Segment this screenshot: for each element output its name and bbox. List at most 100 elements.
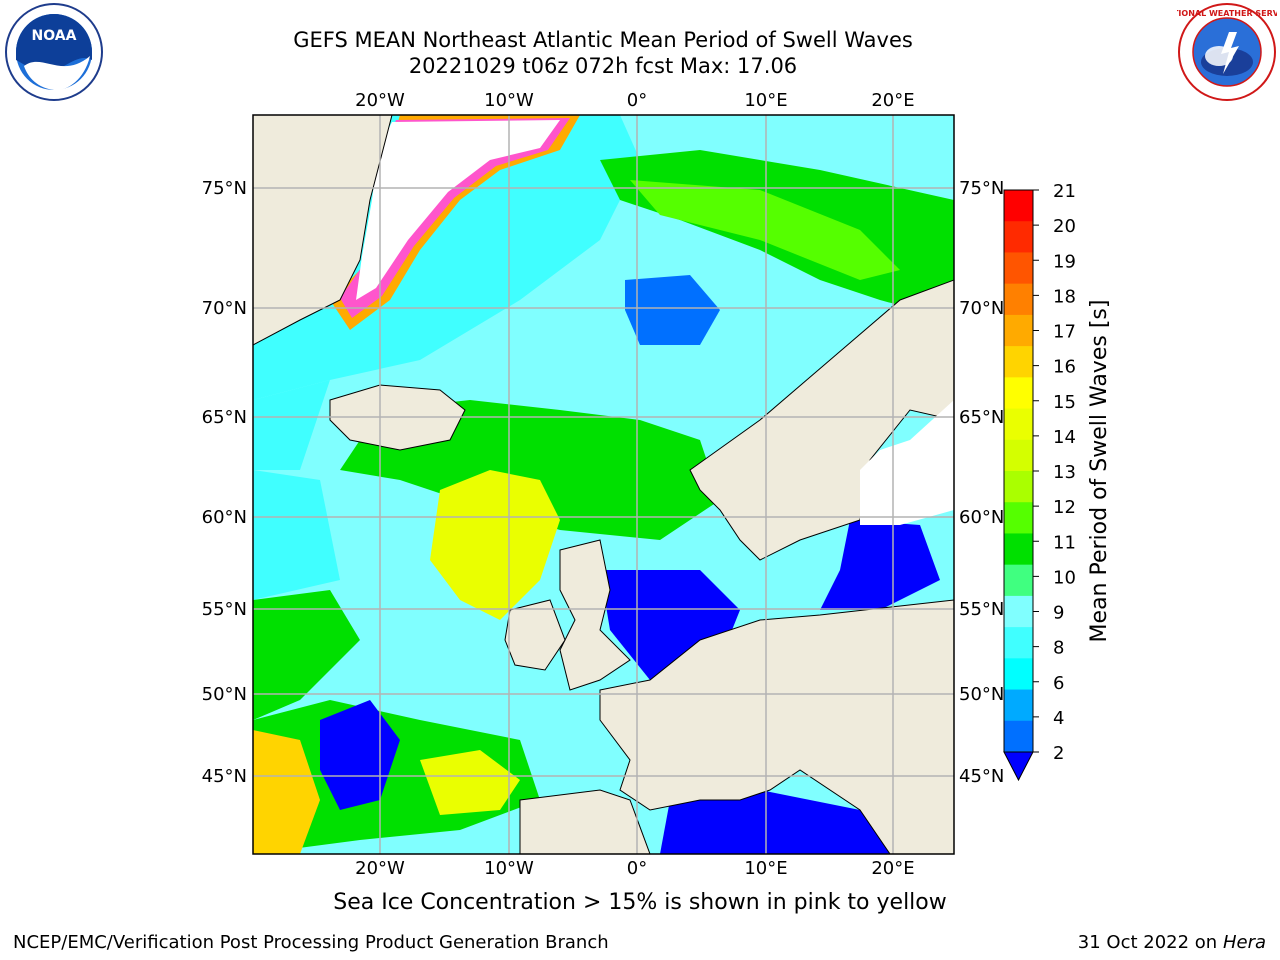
colorbar-tick-label: 4 bbox=[1053, 708, 1064, 729]
colorbar-tick-label: 19 bbox=[1053, 251, 1076, 272]
swell-cyan-west bbox=[253, 380, 330, 470]
colorbar-tick-label: 18 bbox=[1053, 286, 1076, 307]
sea-ice-caption: Sea Ice Concentration > 15% is shown in … bbox=[333, 890, 947, 915]
colorbar-segment bbox=[1004, 221, 1033, 253]
colorbar-segment bbox=[1004, 627, 1033, 659]
lat-label: 70°N bbox=[202, 298, 247, 319]
nws-logo-text: NATIONAL WEATHER SERVICE bbox=[1177, 9, 1277, 18]
lon-label: 20°W bbox=[355, 90, 405, 111]
footer-credit: NCEP/EMC/Verification Post Processing Pr… bbox=[13, 932, 609, 953]
colorbar-segment bbox=[1004, 283, 1033, 316]
lon-label: 0° bbox=[627, 858, 647, 879]
map-frame bbox=[252, 114, 955, 855]
graticule bbox=[253, 115, 954, 854]
nws-logo-icon: NATIONAL WEATHER SERVICE bbox=[1161, 3, 1280, 101]
lon-label: 20°W bbox=[355, 858, 405, 879]
colorbar-tick-label: 10 bbox=[1053, 567, 1076, 588]
sea-ice-interior bbox=[356, 120, 560, 300]
chart-subtitle: 20221029 t06z 072h fcst Max: 17.06 bbox=[408, 54, 798, 78]
lat-label: 45°N bbox=[959, 766, 1004, 787]
lat-label: 70°N bbox=[959, 298, 1004, 319]
lon-label: 0° bbox=[627, 90, 647, 111]
lon-label: 20°E bbox=[871, 858, 914, 879]
nws-logo: NATIONAL WEATHER SERVICE bbox=[1161, 2, 1280, 102]
lon-label: 10°E bbox=[744, 90, 787, 111]
colorbar-tick-label: 12 bbox=[1053, 497, 1076, 518]
land-greenland bbox=[253, 115, 393, 346]
lon-labels-bottom: 20°W 10°W 0° 10°E 20°E bbox=[355, 858, 914, 879]
lat-label: 45°N bbox=[202, 766, 247, 787]
colorbar-segment bbox=[1004, 190, 1033, 222]
noaa-logo-icon: NOAA bbox=[5, 3, 103, 101]
lon-label: 10°E bbox=[744, 858, 787, 879]
colorbar-tick-label: 21 bbox=[1053, 181, 1076, 202]
colorbar-segment bbox=[1004, 658, 1033, 691]
colorbar-segment bbox=[1004, 502, 1033, 534]
colorbar-tick-label: 15 bbox=[1053, 392, 1076, 413]
lat-label: 65°N bbox=[202, 407, 247, 428]
footer-date: 31 Oct 2022 on Hera bbox=[1078, 932, 1266, 953]
lon-label: 20°E bbox=[871, 90, 914, 111]
colorbar-segment bbox=[1004, 346, 1033, 378]
lat-label: 50°N bbox=[202, 684, 247, 705]
lat-label: 75°N bbox=[959, 178, 1004, 199]
footer-host: Hera bbox=[1222, 932, 1266, 953]
colorbar-tick-label: 2 bbox=[1053, 743, 1064, 764]
swell-green-bay bbox=[253, 590, 360, 720]
chart-title: GEFS MEAN Northeast Atlantic Mean Period… bbox=[293, 28, 913, 52]
land-continental-europe bbox=[599, 599, 954, 854]
lat-label: 60°N bbox=[959, 507, 1004, 528]
land-bothnia-ice bbox=[860, 400, 954, 525]
noaa-logo-text: NOAA bbox=[32, 28, 77, 44]
colorbar-tick-label: 14 bbox=[1053, 427, 1076, 448]
land-ireland bbox=[504, 599, 566, 671]
colorbar-segment bbox=[1004, 689, 1033, 722]
map-figure: 20°W 10°W 0° 10°E 20°E 20°W 10°W 0° 10°E… bbox=[202, 90, 1112, 879]
swell-cyan-southwest bbox=[253, 470, 340, 600]
colorbar-segment bbox=[1004, 595, 1033, 628]
colorbar-segment bbox=[1004, 533, 1033, 566]
colorbar-segment bbox=[1004, 377, 1033, 410]
colorbar-segment bbox=[1004, 314, 1033, 347]
lon-label: 10°W bbox=[484, 90, 534, 111]
lon-label: 10°W bbox=[484, 858, 534, 879]
lat-label: 65°N bbox=[959, 407, 1004, 428]
lat-label: 75°N bbox=[202, 178, 247, 199]
swell-blue-baltic bbox=[820, 520, 940, 610]
swell-yellow-southwest bbox=[253, 730, 320, 854]
colorbar-tick-label: 17 bbox=[1053, 322, 1076, 343]
map-area bbox=[253, 115, 954, 854]
land-great-britain bbox=[559, 539, 631, 691]
colorbar-tick-label: 11 bbox=[1053, 532, 1076, 553]
swell-lightgreen-barents bbox=[630, 180, 900, 280]
swell-yellow-iberia bbox=[420, 750, 520, 815]
colorbar-tick-label: 16 bbox=[1053, 357, 1076, 378]
colorbar-segment bbox=[1004, 564, 1033, 597]
noaa-logo: NOAA bbox=[4, 2, 104, 102]
colorbar-tick-label: 8 bbox=[1053, 638, 1064, 659]
colorbar-tick-label: 6 bbox=[1053, 673, 1064, 694]
swell-blue-norwegian-basin bbox=[625, 275, 720, 345]
lat-labels-left: 75°N 70°N 65°N 60°N 55°N 50°N 45°N bbox=[202, 178, 247, 787]
lat-label: 55°N bbox=[959, 599, 1004, 620]
lat-label: 60°N bbox=[202, 507, 247, 528]
colorbar-extend-arrow bbox=[1003, 751, 1034, 782]
colorbar-tick-label: 9 bbox=[1053, 603, 1064, 624]
lon-labels-top: 20°W 10°W 0° 10°E 20°E bbox=[355, 90, 914, 111]
footer-date-text: 31 Oct 2022 on bbox=[1077, 932, 1223, 953]
lat-labels-right: 75°N 70°N 65°N 60°N 55°N 50°N 45°N bbox=[959, 178, 1004, 787]
colorbar-tick-label: 13 bbox=[1053, 462, 1076, 483]
lat-label: 55°N bbox=[202, 599, 247, 620]
swell-blue-mediterranean bbox=[660, 790, 890, 854]
colorbar-label: Mean Period of Swell Waves [s] bbox=[1087, 300, 1112, 643]
colorbar-segment bbox=[1004, 252, 1033, 285]
colorbar-segment bbox=[1004, 471, 1033, 503]
colorbar-segment bbox=[1004, 439, 1033, 472]
colorbar-segment bbox=[1004, 408, 1033, 441]
land-iberia bbox=[519, 789, 651, 854]
colorbar: 21 20 19 18 17 16 15 14 13 12 11 10 9 8 6 4 2 bbox=[1003, 181, 1076, 782]
colorbar-tick-label: 20 bbox=[1053, 216, 1076, 237]
colorbar-segment bbox=[1004, 720, 1033, 753]
lat-label: 50°N bbox=[959, 684, 1004, 705]
swell-yellow-rockall bbox=[430, 470, 560, 620]
